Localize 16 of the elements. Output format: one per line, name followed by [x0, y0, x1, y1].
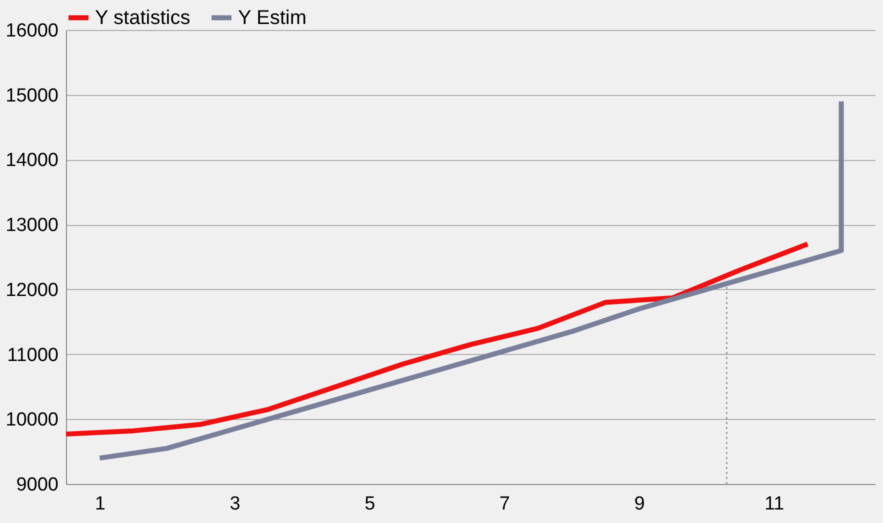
y-tick-label: 9000 — [16, 474, 58, 496]
y-tick-label: 14000 — [6, 150, 58, 172]
y-tick-label: 11000 — [7, 344, 58, 366]
y-tick-label: 12000 — [6, 280, 58, 301]
legend-label: Y Estim — [238, 6, 307, 29]
y-tick-label: 13000 — [6, 215, 58, 236]
legend-label: Y statistics — [95, 6, 190, 29]
x-tick-label: 11 — [764, 494, 784, 514]
x-tick-label: 7 — [499, 494, 510, 514]
y-tick-label: 16000 — [6, 20, 58, 42]
x-tick-label: 1 — [94, 494, 106, 514]
y-tick-label: 15000 — [6, 85, 58, 106]
x-tick-label: 9 — [634, 494, 645, 514]
x-tick-label: 5 — [364, 494, 376, 514]
y-tick-label: 10000 — [6, 410, 58, 431]
x-tick-label: 3 — [230, 494, 240, 514]
